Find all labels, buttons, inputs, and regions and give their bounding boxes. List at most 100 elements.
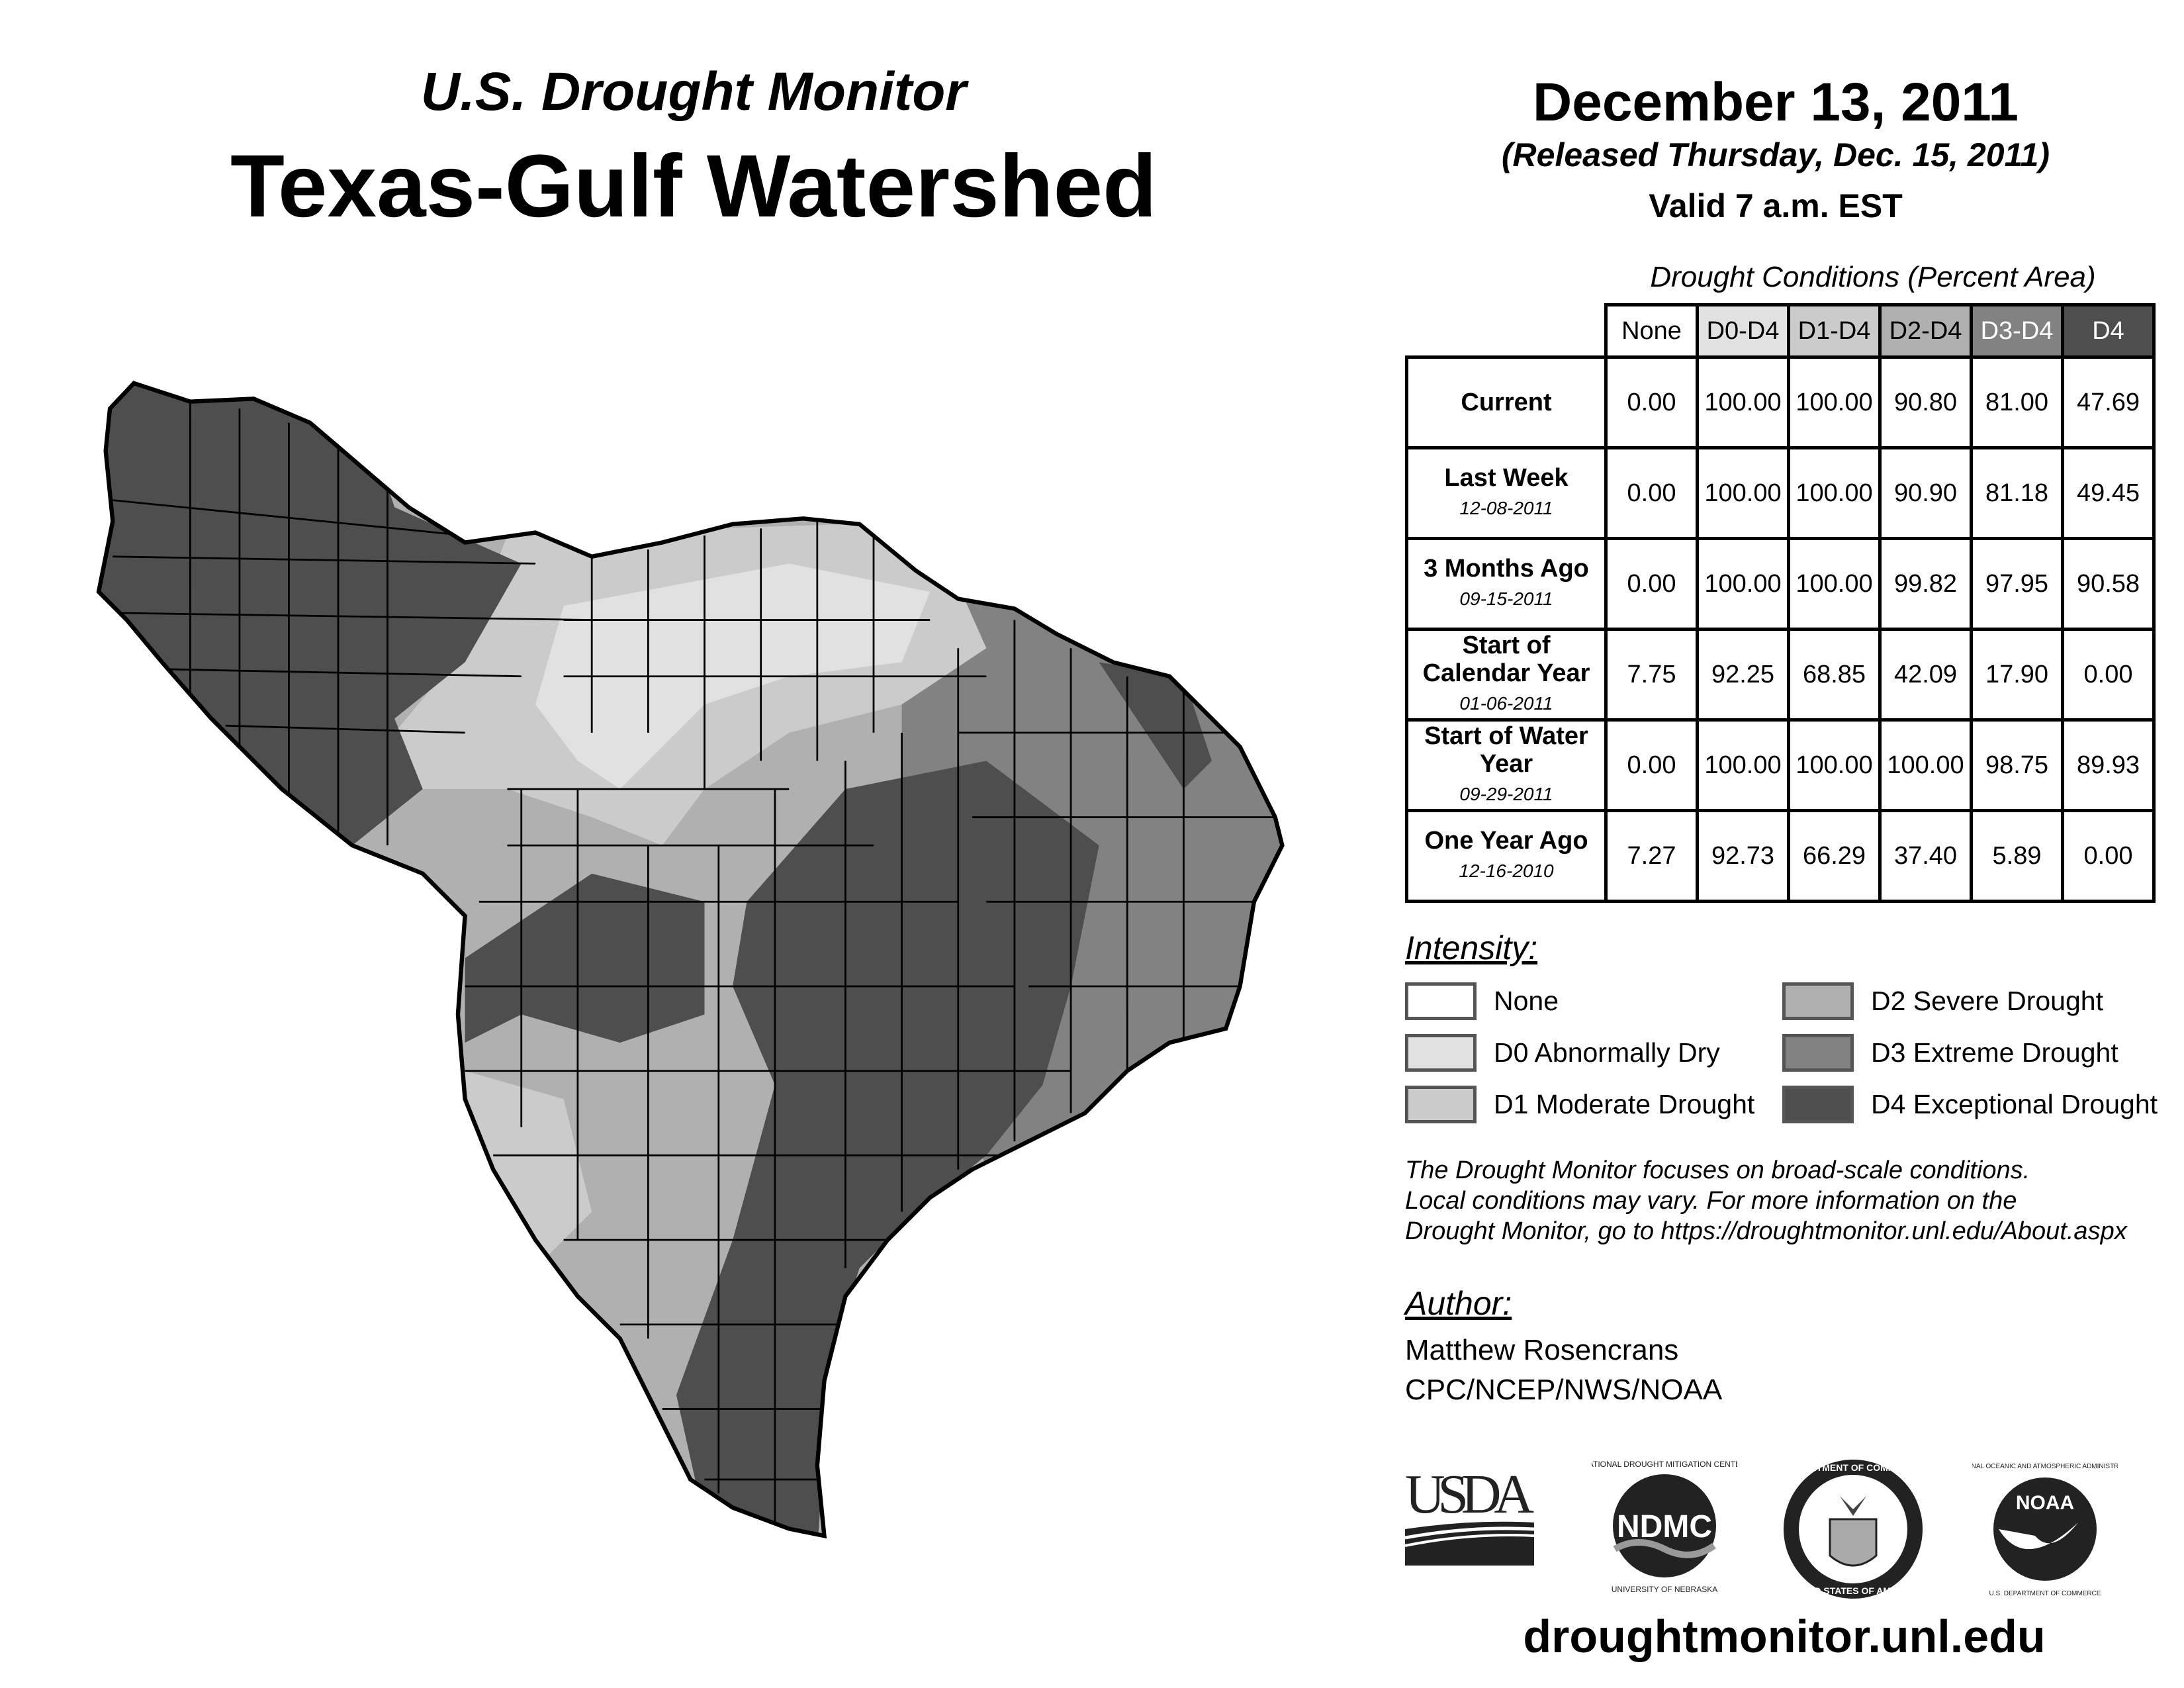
table-row: Start of Water Year 09-29-2011 0.00 100.00 1…: [1405, 718, 2156, 812]
value-cell-none: 0.00: [1604, 355, 1699, 449]
value-cell-d0-d4: 100.00: [1696, 718, 1790, 812]
svg-text:UNIVERSITY OF NEBRASKA: UNIVERSITY OF NEBRASKA: [1612, 1585, 1717, 1594]
value-cell-d2-d4: 90.90: [1878, 446, 1973, 540]
svg-text:NATIONAL DROUGHT MITIGATION CE: NATIONAL DROUGHT MITIGATION CENTER: [1592, 1460, 1737, 1469]
value-cell-d1-d4: 100.00: [1787, 537, 1882, 631]
row-label-cell: Current: [1405, 355, 1608, 449]
d4-region-west: [465, 873, 705, 1043]
value-cell-d1-d4: 100.00: [1787, 718, 1882, 812]
column-header-d1-d4: D1-D4: [1787, 303, 1882, 359]
legend-item: D3 Extreme Drought: [1782, 1034, 2118, 1072]
row-label: Last Week: [1444, 464, 1569, 492]
legend-label: D2 Severe Drought: [1871, 986, 2103, 1016]
column-header-d4: D4: [2061, 303, 2156, 359]
row-label: Start of Calendar Year: [1422, 632, 1590, 687]
legend-item: D4 Exceptional Drought: [1782, 1086, 2158, 1123]
value-cell-d1-d4: 100.00: [1787, 355, 1882, 449]
value-cell-d2-d4: 42.09: [1878, 628, 1973, 722]
department-of-commerce-seal: DEPARTMENT OF COMMERCE UNITED STATES OF …: [1784, 1460, 1923, 1599]
row-label-cell: Start of Calendar Year 01-06-2011: [1405, 628, 1608, 722]
legend-swatch: [1405, 1086, 1477, 1123]
value-cell-d3-d4: 98.75: [1970, 718, 2064, 812]
value-cell-none: 0.00: [1604, 446, 1699, 540]
legend-label: D1 Moderate Drought: [1494, 1089, 1755, 1119]
author-name: Matthew Rosencrans: [1405, 1334, 1679, 1366]
header-blank: [1406, 305, 1606, 359]
table-row: Start of Calendar Year 01-06-2011 7.75 92.2…: [1405, 628, 2156, 722]
legend-swatch: [1782, 1034, 1854, 1072]
valid-time: Valid 7 a.m. EST: [1649, 187, 1903, 224]
row-label: Current: [1461, 389, 1552, 416]
table-row: Current 0.00 100.00 100.00 90.80 81.00 47.69: [1405, 355, 2156, 449]
value-cell-d1-d4: 66.29: [1787, 809, 1882, 903]
ndmc-logo: NDMC NATIONAL DROUGHT MITIGATION CENTER …: [1592, 1459, 1737, 1594]
value-cell-d2-d4: 90.80: [1878, 355, 1973, 449]
row-label-cell: One Year Ago 12-16-2010: [1405, 809, 1608, 903]
disclaimer-line: Drought Monitor, go to https://droughtmo…: [1405, 1217, 2127, 1245]
author-heading: Author:: [1405, 1285, 1512, 1322]
map-date: December 13, 2011: [1533, 72, 2019, 132]
row-date: 01-06-2011: [1459, 693, 1553, 714]
row-date: 09-29-2011: [1459, 784, 1553, 804]
legend-item: D1 Moderate Drought: [1405, 1086, 1754, 1123]
value-cell-d3-d4: 81.00: [1970, 355, 2064, 449]
row-label-cell: Last Week 12-08-2011: [1405, 446, 1608, 540]
value-cell-d4: 0.00: [2061, 628, 2156, 722]
svg-text:NOAA: NOAA: [2016, 1492, 2074, 1514]
table-row: One Year Ago 12-16-2010 7.27 92.73 66.29 37.4…: [1405, 809, 2156, 903]
svg-text:NDMC: NDMC: [1617, 1509, 1712, 1544]
d4-region-northwest: [99, 383, 522, 846]
svg-text:NATIONAL OCEANIC AND ATMOSPHER: NATIONAL OCEANIC AND ATMOSPHERIC ADMINIS…: [1972, 1463, 2118, 1470]
row-label-cell: 3 Months Ago 09-15-2011: [1405, 537, 1608, 631]
legend-swatch: [1405, 1034, 1477, 1072]
table-header-row: None D0-D4 D1-D4 D2-D4 D3-D4 D4: [1406, 303, 2156, 359]
legend-item: D2 Severe Drought: [1782, 982, 2103, 1020]
legend-label: None: [1494, 986, 1559, 1016]
svg-text:UNITED STATES OF AMERICA: UNITED STATES OF AMERICA: [1786, 1585, 1919, 1596]
value-cell-d0-d4: 100.00: [1696, 355, 1790, 449]
county-lines: [113, 401, 1283, 1522]
footer-url[interactable]: droughtmonitor.unl.edu: [1523, 1611, 2046, 1662]
svg-text:USDA: USDA: [1405, 1466, 1534, 1525]
value-cell-d0-d4: 100.00: [1696, 537, 1790, 631]
map-title: Texas-Gulf Watershed: [230, 137, 1157, 236]
column-header-none: None: [1604, 303, 1699, 359]
noaa-logo: NOAA NATIONAL OCEANIC AND ATMOSPHERIC AD…: [1972, 1463, 2118, 1597]
row-label: One Year Ago: [1424, 827, 1588, 855]
map-subtitle: U.S. Drought Monitor: [420, 62, 967, 122]
value-cell-none: 0.00: [1604, 718, 1699, 812]
svg-text:U.S. DEPARTMENT OF COMMERCE: U.S. DEPARTMENT OF COMMERCE: [1989, 1590, 2101, 1597]
value-cell-none: 7.27: [1604, 809, 1699, 903]
release-date: (Released Thursday, Dec. 15, 2011): [1501, 136, 2050, 173]
value-cell-d2-d4: 99.82: [1878, 537, 1973, 631]
value-cell-d3-d4: 5.89: [1970, 809, 2064, 903]
disclaimer: The Drought Monitor focuses on broad-sca…: [1405, 1155, 2127, 1246]
column-header-d0-d4: D0-D4: [1696, 303, 1790, 359]
value-cell-d1-d4: 68.85: [1787, 628, 1882, 722]
legend-label: D4 Exceptional Drought: [1871, 1089, 2158, 1119]
column-header-d3-d4: D3-D4: [1970, 303, 2064, 359]
legend-title: Intensity:: [1405, 929, 1538, 966]
value-cell-d3-d4: 81.18: [1970, 446, 2064, 540]
value-cell-d4: 0.00: [2061, 809, 2156, 903]
table-title: Drought Conditions (Percent Area): [1650, 261, 2096, 293]
table-row: Last Week 12-08-2011 0.00 100.00 100.00 90.90…: [1405, 446, 2156, 540]
value-cell-d2-d4: 100.00: [1878, 718, 1973, 812]
author-org: CPC/NCEP/NWS/NOAA: [1405, 1374, 1723, 1406]
legend-label: D0 Abnormally Dry: [1494, 1037, 1720, 1068]
value-cell-d3-d4: 97.95: [1970, 537, 2064, 631]
drought-conditions-table: None D0-D4 D1-D4 D2-D4 D3-D4 D4 Current 0.00 10…: [1405, 303, 2156, 903]
column-header-d2-d4: D2-D4: [1878, 303, 1973, 359]
legend-swatch: [1782, 1086, 1854, 1123]
row-label: 3 Months Ago: [1424, 555, 1589, 583]
value-cell-d0-d4: 92.73: [1696, 809, 1790, 903]
legend-item: None: [1405, 982, 1559, 1020]
value-cell-none: 7.75: [1604, 628, 1699, 722]
disclaimer-line: Local conditions may vary. For more info…: [1405, 1187, 2017, 1215]
value-cell-none: 0.00: [1604, 537, 1699, 631]
row-label-cell: Start of Water Year 09-29-2011: [1405, 718, 1608, 812]
legend-label: D3 Extreme Drought: [1871, 1037, 2118, 1068]
svg-text:DEPARTMENT OF COMMERCE: DEPARTMENT OF COMMERCE: [1785, 1462, 1922, 1473]
disclaimer-line: The Drought Monitor focuses on broad-sca…: [1405, 1156, 2030, 1184]
